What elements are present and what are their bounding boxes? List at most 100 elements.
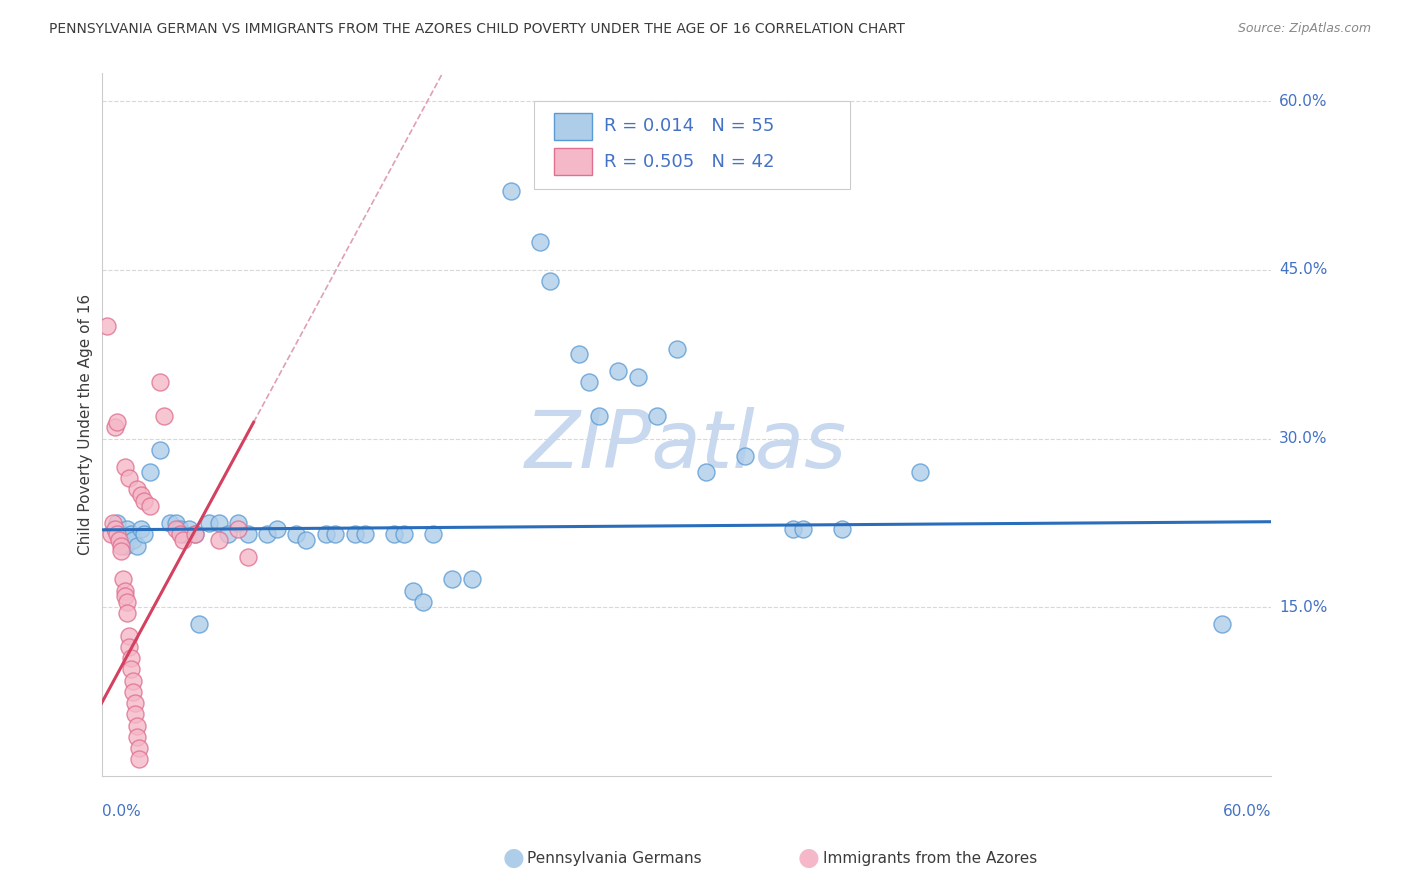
Point [110,527,132,541]
Point [538,274,561,288]
FancyBboxPatch shape [534,101,851,189]
Point [149,376,172,390]
Point [295,533,318,547]
Point [645,409,668,424]
Point [588,409,610,424]
Point [236,549,259,564]
FancyBboxPatch shape [554,148,592,175]
Point [165,516,187,530]
Point [105,415,128,429]
Point [422,527,444,541]
Point [908,466,931,480]
Text: 60.0%: 60.0% [1222,804,1271,819]
Point [115,606,138,620]
Point [353,527,375,541]
Point [134,527,156,541]
Point [124,707,146,722]
Point [792,522,814,536]
Point [128,752,150,766]
Point [120,651,142,665]
Point [695,466,717,480]
Point [831,522,853,536]
Point [1211,617,1233,632]
Text: R = 0.505   N = 42: R = 0.505 N = 42 [605,153,775,170]
Point [179,522,201,536]
Point [499,184,522,198]
Point [782,522,804,536]
Point [121,685,143,699]
Point [226,522,249,536]
Point [153,409,176,424]
Point [343,527,366,541]
Text: ZIPatlas: ZIPatlas [526,407,848,484]
Point [392,527,415,541]
Point [626,369,648,384]
Point [197,516,219,530]
Point [129,488,152,502]
Point [412,595,434,609]
Point [529,235,551,249]
Point [115,595,138,609]
Point [112,572,135,586]
Point [315,527,337,541]
Point [441,572,464,586]
Point [285,527,308,541]
Point [125,718,148,732]
Point [121,533,143,547]
Point [108,533,131,547]
Point [172,527,194,541]
Point [114,583,136,598]
Point [382,527,405,541]
Point [114,589,136,603]
Text: 15.0%: 15.0% [1279,600,1327,615]
Point [578,376,600,390]
Point [104,420,127,434]
Point [325,527,347,541]
Text: 30.0%: 30.0% [1279,431,1327,446]
Point [402,583,425,598]
Point [124,696,146,710]
Point [665,342,688,356]
Point [734,449,756,463]
Point [128,741,150,756]
Point [149,442,172,457]
Point [96,319,118,334]
Y-axis label: Child Poverty Under the Age of 16: Child Poverty Under the Age of 16 [79,294,93,555]
Point [125,483,148,497]
Point [139,499,162,513]
Point [159,516,181,530]
Point [172,533,194,547]
Text: Source: ZipAtlas.com: Source: ZipAtlas.com [1237,22,1371,36]
Point [139,466,162,480]
Point [120,527,142,541]
Point [118,640,141,654]
Point [110,544,132,558]
Point [568,347,591,361]
Text: Pennsylvania Germans: Pennsylvania Germans [527,851,702,865]
Point [607,364,630,378]
Text: ●: ● [502,847,524,870]
Point [236,527,259,541]
Point [188,617,211,632]
Text: ●: ● [797,847,820,870]
FancyBboxPatch shape [554,113,592,140]
Point [169,522,191,536]
Point [103,516,125,530]
Point [105,527,128,541]
Point [115,522,138,536]
Text: PENNSYLVANIA GERMAN VS IMMIGRANTS FROM THE AZORES CHILD POVERTY UNDER THE AGE OF: PENNSYLVANIA GERMAN VS IMMIGRANTS FROM T… [49,22,905,37]
Point [134,493,156,508]
Point [217,527,239,541]
Point [118,471,141,485]
Point [461,572,484,586]
Point [129,522,152,536]
Point [104,522,127,536]
Text: 45.0%: 45.0% [1279,262,1327,277]
Point [184,527,207,541]
Point [165,522,187,536]
Point [100,527,122,541]
Point [114,459,136,474]
Point [169,527,191,541]
Text: R = 0.014   N = 55: R = 0.014 N = 55 [605,118,775,136]
Point [266,522,288,536]
